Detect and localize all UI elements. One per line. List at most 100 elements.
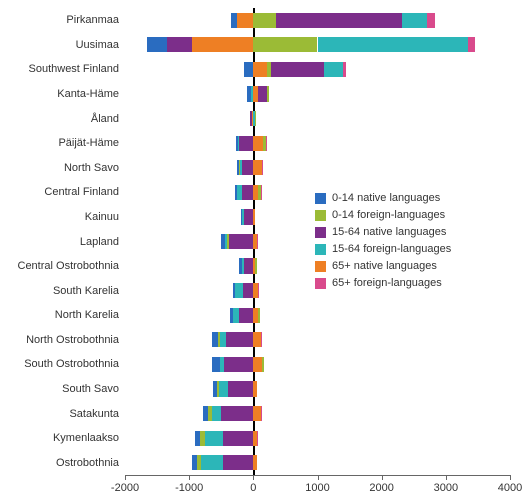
legend-swatch: [315, 210, 326, 221]
bar-segment: [197, 455, 201, 470]
legend-item: 0-14 foreign-languages: [315, 209, 451, 221]
y-tick-label: South Savo: [62, 383, 119, 395]
bar-segment: [258, 86, 267, 101]
x-tick: [253, 475, 254, 480]
y-tick-label: Kainuu: [85, 211, 119, 223]
legend-swatch: [315, 278, 326, 289]
bar-segment: [258, 308, 260, 323]
bar-segment: [242, 209, 244, 224]
x-tick: [189, 475, 190, 480]
bar-segment: [253, 381, 256, 396]
y-tick-label: Kymenlaakso: [53, 432, 119, 444]
y-tick-label: Kanta-Häme: [57, 88, 119, 100]
legend-label: 65+ native languages: [332, 260, 437, 272]
bar-segment: [244, 62, 253, 77]
legend-label: 65+ foreign-languages: [332, 277, 442, 289]
bar-segment: [258, 283, 259, 298]
legend-item: 15-64 foreign-languages: [315, 243, 451, 255]
bar-segment: [243, 283, 253, 298]
bar-segment: [223, 431, 254, 446]
bar-segment: [212, 406, 221, 421]
bar-segment: [261, 406, 262, 421]
x-tick-label: -1000: [175, 482, 203, 494]
legend-swatch: [315, 227, 326, 238]
legend-swatch: [315, 261, 326, 272]
bar-segment: [253, 13, 276, 28]
x-tick-label: -2000: [111, 482, 139, 494]
bar-segment: [255, 111, 256, 126]
bar-segment: [242, 185, 253, 200]
bar-segment: [276, 13, 401, 28]
bar-segment: [195, 431, 200, 446]
bar-segment: [253, 160, 261, 175]
y-tick-label: Päijät-Häme: [58, 137, 119, 149]
bar-segment: [402, 13, 428, 28]
bar-segment: [167, 37, 193, 52]
bar-segment: [255, 258, 256, 273]
x-tick-label: 1000: [305, 482, 329, 494]
bar-segment: [236, 136, 238, 151]
bar-segment: [257, 234, 258, 249]
legend-label: 15-64 native languages: [332, 226, 446, 238]
bar-segment: [253, 455, 256, 470]
bar-segment: [231, 13, 237, 28]
x-tick: [125, 475, 126, 480]
bar-segment: [203, 406, 208, 421]
x-tick: [510, 475, 511, 480]
bar-segment: [244, 258, 253, 273]
bar-segment: [229, 234, 253, 249]
bar-segment: [324, 62, 343, 77]
x-tick-label: 2000: [369, 482, 393, 494]
bar-segment: [235, 283, 243, 298]
bar-segment: [147, 37, 166, 52]
y-tick-label: Lapland: [80, 236, 119, 248]
legend-item: 0-14 native languages: [315, 192, 451, 204]
legend-item: 65+ native languages: [315, 260, 451, 272]
legend-swatch: [315, 193, 326, 204]
bar-segment: [253, 406, 261, 421]
bar-segment: [238, 136, 239, 151]
legend-label: 0-14 foreign-languages: [332, 209, 445, 221]
bar-segment: [237, 160, 239, 175]
bar-segment: [200, 431, 204, 446]
x-tick-label: 4000: [498, 482, 522, 494]
bar-segment: [227, 234, 229, 249]
bar-segment: [262, 160, 263, 175]
bar-segment: [250, 111, 252, 126]
bar-segment: [221, 406, 253, 421]
bar-segment: [318, 37, 469, 52]
bar-segment: [233, 308, 239, 323]
bar-segment: [217, 381, 219, 396]
legend-item: 15-64 native languages: [315, 226, 451, 238]
bar-segment: [226, 332, 253, 347]
bar-segment: [242, 160, 254, 175]
bar-segment: [261, 332, 262, 347]
y-tick-label: North Karelia: [55, 309, 119, 321]
bar-segment: [224, 357, 254, 372]
bar-segment: [257, 431, 258, 446]
legend-item: 65+ foreign-languages: [315, 277, 451, 289]
y-tick-label: Ostrobothnia: [56, 457, 119, 469]
bar-segment: [225, 234, 227, 249]
bar-segment: [208, 406, 212, 421]
bar-segment: [213, 381, 217, 396]
bar-segment: [205, 431, 223, 446]
bar-segment: [271, 62, 324, 77]
bar-segment: [266, 136, 267, 151]
bar-segment: [219, 381, 228, 396]
bar-segment: [239, 160, 240, 175]
bar-segment: [247, 86, 251, 101]
y-tick-label: Satakunta: [69, 408, 119, 420]
y-tick-label: South Karelia: [53, 285, 119, 297]
x-tick: [446, 475, 447, 480]
y-tick-label: Uusimaa: [76, 39, 119, 51]
bar-segment: [468, 37, 474, 52]
bar-segment: [261, 185, 262, 200]
bar-segment: [253, 62, 267, 77]
bar-segment: [218, 332, 220, 347]
bar-segment: [253, 357, 262, 372]
bar-segment: [241, 209, 243, 224]
bar-segment: [242, 258, 245, 273]
legend-label: 15-64 foreign-languages: [332, 243, 451, 255]
bar-segment: [253, 136, 263, 151]
